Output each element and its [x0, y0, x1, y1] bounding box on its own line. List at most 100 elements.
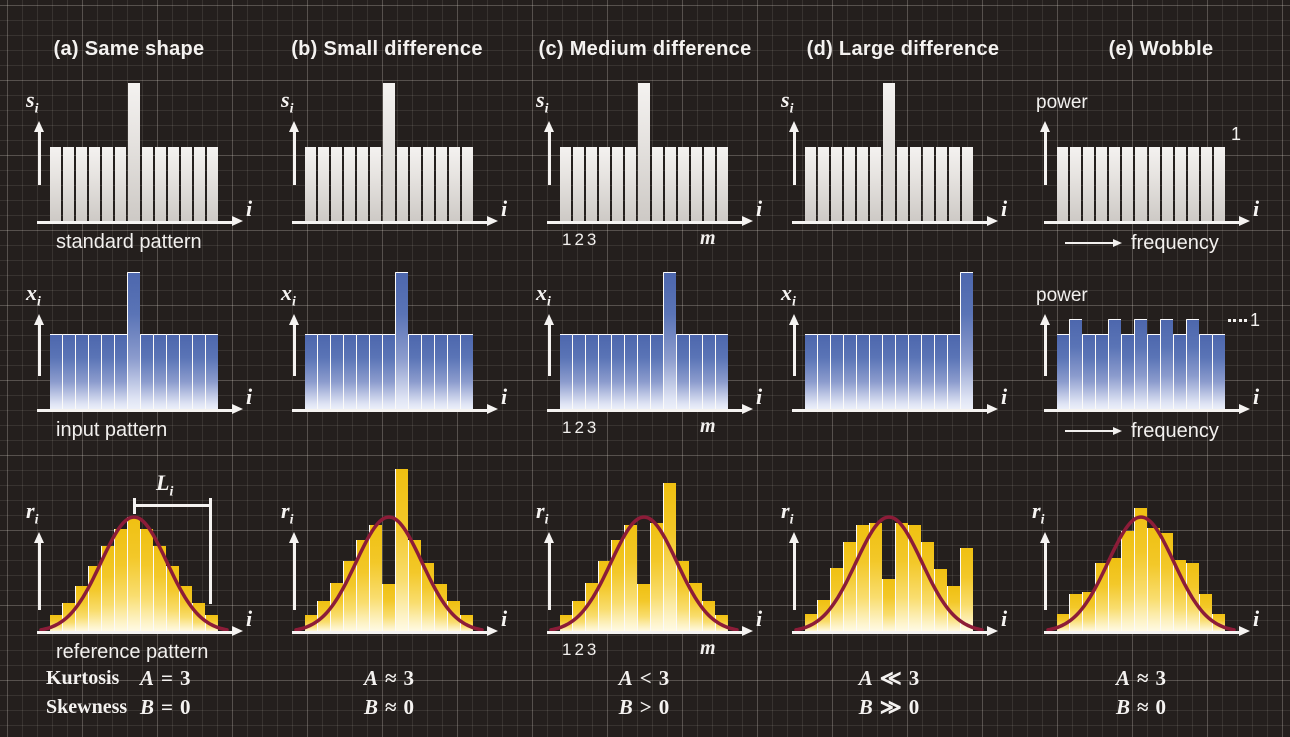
y-axis-label: xi — [281, 282, 296, 309]
bar — [882, 334, 895, 410]
stat-formula-wrap-kurtosis: A ≈3 — [1116, 664, 1166, 692]
bar — [50, 614, 62, 632]
bar — [356, 334, 369, 410]
bar — [357, 147, 369, 222]
bar — [1186, 562, 1199, 632]
bar — [1212, 334, 1225, 410]
y-axis — [1044, 323, 1047, 376]
bar — [179, 334, 192, 410]
bar — [870, 147, 882, 222]
stat-variable: B — [1115, 695, 1130, 719]
stat-variable: B — [858, 695, 873, 719]
bar — [856, 334, 869, 410]
x-axis-label: i — [1001, 606, 1008, 631]
stat-value: 0 — [658, 695, 670, 719]
bar-group — [50, 517, 218, 632]
y-axis-label: ri — [26, 500, 38, 527]
bar — [1121, 334, 1134, 410]
bar — [560, 147, 572, 222]
bar — [716, 147, 729, 222]
y-axis-label: ri — [536, 500, 548, 527]
y-label-symbol: x — [536, 280, 547, 305]
bar — [369, 525, 382, 632]
chart-b-input: xi i — [258, 262, 516, 454]
bar — [88, 334, 101, 410]
stat-variable: A — [1115, 666, 1130, 690]
bar — [1057, 147, 1069, 222]
bar — [637, 334, 650, 410]
bracket-right-line — [209, 498, 212, 604]
bar — [599, 147, 611, 222]
y-axis — [548, 130, 551, 185]
bar — [89, 147, 101, 222]
stat-label-kurtosis: Kurtosis — [46, 667, 120, 689]
x-tick-labels: 123 — [562, 418, 600, 437]
bar — [1083, 147, 1095, 222]
bar — [179, 586, 192, 632]
y-label-subscript: i — [544, 101, 549, 117]
stat-formula-wrap-skewness: B ≫ 0 — [859, 693, 920, 721]
bar-group — [1057, 147, 1226, 222]
bar — [435, 147, 447, 222]
y-axis-label: power — [1036, 285, 1088, 306]
y-axis — [793, 323, 796, 376]
bar — [585, 582, 598, 632]
y-label-subscript: i — [1040, 512, 1045, 528]
bar — [460, 614, 473, 632]
bar — [114, 528, 127, 632]
y-axis — [793, 130, 796, 185]
bar — [1095, 334, 1108, 410]
y-label-symbol: s — [781, 87, 790, 112]
y-axis-label: si — [781, 89, 793, 116]
bar — [689, 582, 702, 632]
bar — [206, 147, 219, 222]
bar-group — [560, 482, 728, 632]
bracket-subscript: i — [169, 484, 174, 500]
stat-formula-kurtosis: A ≈3 — [364, 664, 414, 692]
y-label-symbol: x — [26, 280, 37, 305]
column-header-c: (c) Medium difference — [538, 38, 752, 60]
y-axis — [38, 323, 41, 376]
bar — [805, 334, 817, 410]
stat-formula-wrap-kurtosis: A <3 — [619, 664, 669, 692]
x-axis — [547, 409, 742, 412]
bar — [369, 334, 382, 410]
stat-value: 0 — [179, 695, 191, 719]
bar — [434, 334, 447, 410]
bar — [960, 548, 973, 632]
y-label-symbol: r — [26, 498, 35, 523]
x-axis-arrowhead — [487, 404, 498, 414]
bar — [447, 334, 460, 410]
y-label-subscript: i — [544, 512, 549, 528]
bar — [1134, 319, 1147, 410]
bar — [128, 83, 140, 222]
frequency-arrow — [1065, 242, 1113, 245]
bar — [843, 334, 856, 410]
x-axis-arrowhead — [487, 626, 498, 636]
bar — [153, 545, 166, 632]
bar — [817, 334, 830, 410]
bar — [1148, 147, 1160, 222]
bar — [572, 600, 585, 632]
bar — [715, 614, 728, 632]
bar — [934, 334, 947, 410]
stat-relation: ≫ — [879, 695, 902, 719]
stat-formula-skewness: B ≫ 0 — [859, 693, 920, 721]
y-axis-arrowhead — [288, 121, 299, 132]
bar — [63, 147, 75, 222]
bar — [703, 147, 715, 222]
y-label-symbol: s — [536, 87, 545, 112]
stat-formula-kurtosis: A = 3 — [140, 664, 190, 692]
bar — [896, 147, 908, 222]
bar — [115, 147, 127, 222]
y-axis-label: ri — [781, 500, 793, 527]
bar — [383, 83, 395, 222]
x-axis — [37, 221, 232, 224]
stat-formula-kurtosis: A ≈3 — [1116, 664, 1166, 692]
y-label-subscript: i — [34, 101, 39, 117]
x-tick-labels: 123 — [562, 640, 600, 659]
bar — [921, 334, 934, 410]
y-axis-label: xi — [536, 282, 551, 309]
bar — [1057, 334, 1069, 410]
y-label-symbol: r — [1032, 498, 1041, 523]
